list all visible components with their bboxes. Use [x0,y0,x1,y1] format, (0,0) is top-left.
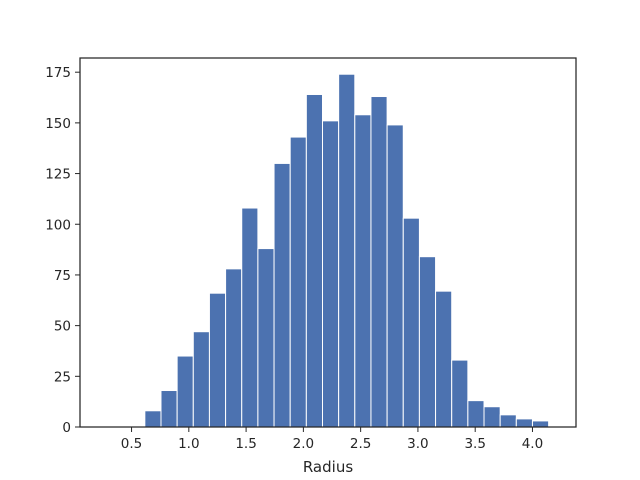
y-tick-label: 50 [54,319,71,335]
histogram-bar [160,390,178,428]
histogram-bar [402,217,420,428]
x-axis-ticks: 0.5 1.0 1.5 2.0 2.5 3.0 3.5 4.0 [121,427,543,452]
histogram-bars [144,73,550,428]
histogram-bar [338,73,356,428]
histogram-bar [208,292,227,428]
histogram-bar [289,136,307,428]
x-tick-label: 1.5 [235,436,256,452]
x-tick-label: 3.0 [407,436,428,452]
histogram-bar [354,114,372,428]
histogram-bar [435,290,453,428]
histogram-bar [305,93,324,428]
histogram-bar [451,359,469,428]
x-axis-label: Radius [303,458,353,476]
histogram-bar [499,414,517,428]
x-tick-label: 2.5 [350,436,371,452]
histogram-bar [192,331,210,428]
plot-area-frame [79,57,577,428]
histogram-bar [257,248,275,428]
histogram-bar [515,418,533,428]
x-tick-label: 2.0 [293,436,314,452]
histogram-bar [467,400,485,428]
histogram-bar [386,124,404,428]
y-tick-label: 100 [45,217,71,233]
x-tick-label: 4.0 [522,436,543,452]
histogram-bar [322,120,340,428]
y-tick-label: 125 [45,167,71,183]
y-tick-label: 25 [54,369,71,385]
histogram-bar [273,162,291,428]
histogram-bar [241,207,259,428]
histogram-bar [531,420,550,428]
x-tick-label: 0.5 [121,436,142,452]
x-tick-label: 1.0 [178,436,199,452]
histogram-bar [176,355,194,428]
histogram-bar [370,96,388,428]
histogram-bar [225,268,243,428]
y-axis-ticks: 0 25 50 75 100 125 150 175 [45,65,80,436]
y-tick-label: 0 [62,420,71,436]
histogram-bar [418,256,437,428]
y-tick-label: 150 [45,116,71,132]
x-tick-label: 3.5 [464,436,485,452]
histogram-bar [483,406,501,428]
y-tick-label: 75 [54,268,71,284]
histogram-bar [144,410,162,428]
y-tick-label: 175 [45,65,71,81]
